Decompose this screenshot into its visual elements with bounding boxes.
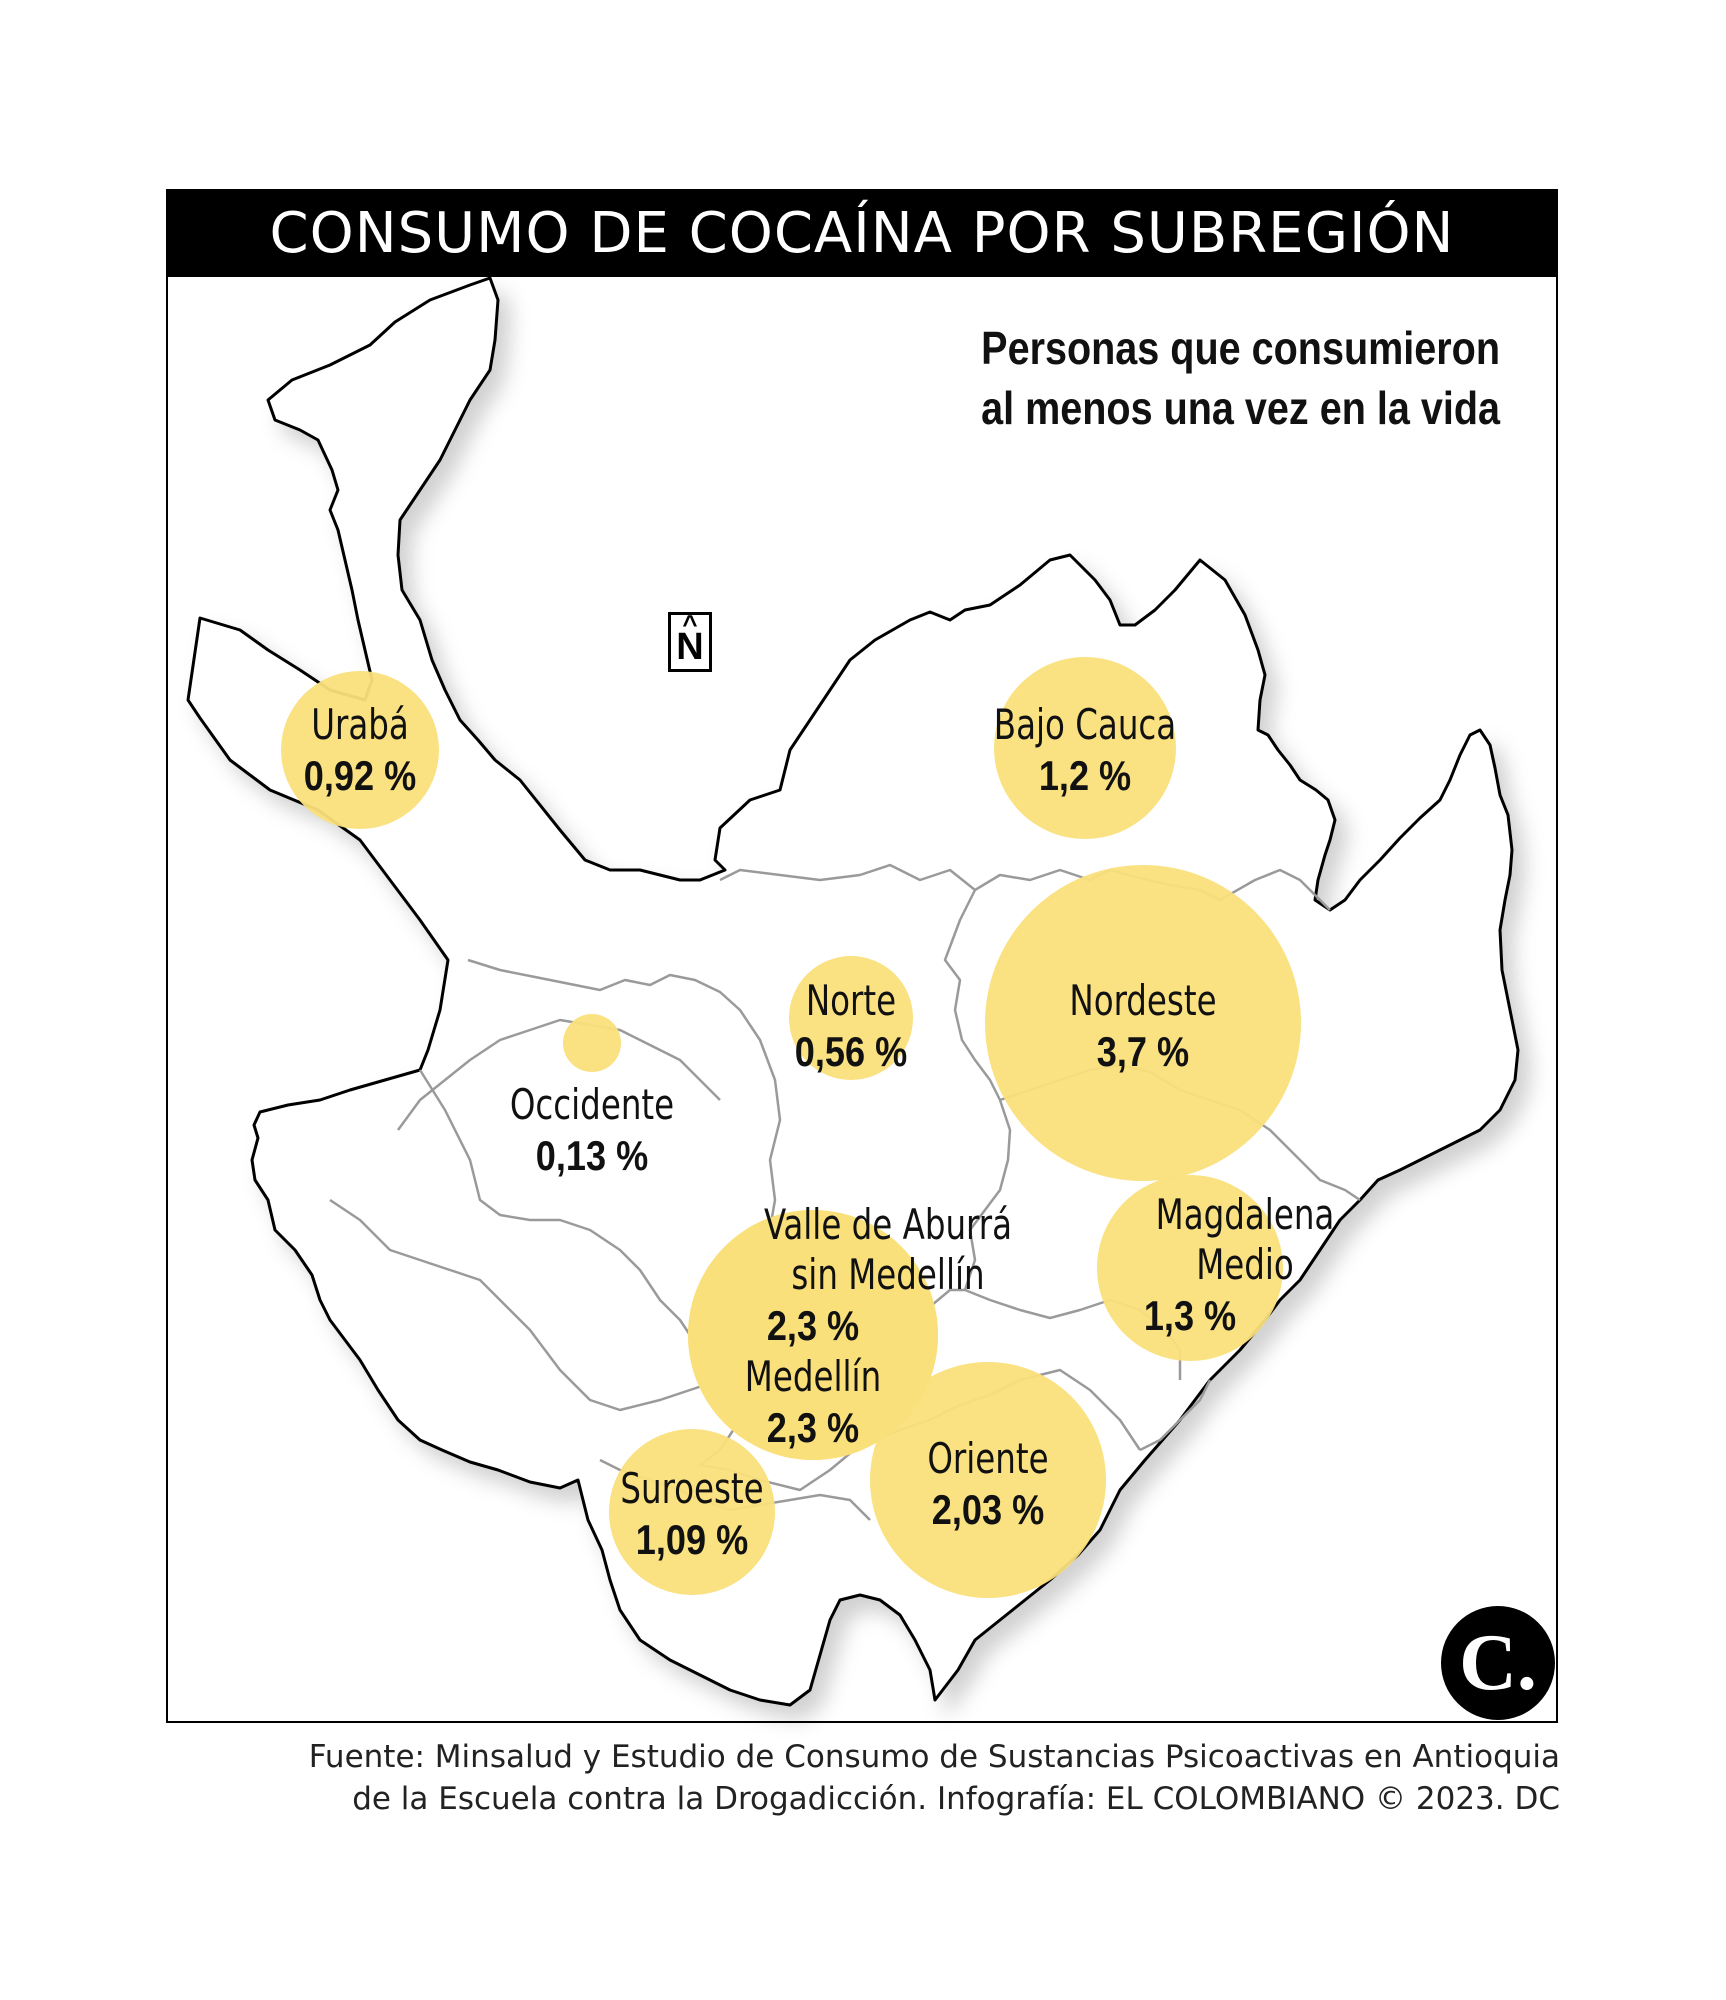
subregion-value: 2,3 % [766, 1302, 860, 1349]
subregion-value: 1,2 % [1038, 752, 1132, 799]
subregion-value: 0,13 % [535, 1132, 649, 1179]
bubble-occidente [563, 1014, 621, 1072]
subregion-value: 0,56 % [794, 1028, 908, 1075]
label-suroeste: Suroeste 1,09 % [609, 1464, 776, 1566]
subregion-value: 3,7 % [1096, 1028, 1190, 1075]
label-norte: Norte 0,56 % [786, 976, 917, 1078]
bubble-norte [789, 956, 913, 1080]
subregion-value: 1,3 % [1143, 1292, 1237, 1339]
bubble-bajo-cauca [994, 657, 1176, 839]
subregion-value: 1,09 % [635, 1516, 749, 1563]
label-magdalena-medio: Magdalena Medio 1,3 % [1135, 1190, 1335, 1342]
label-oriente: Oriente 2,03 % [917, 1434, 1058, 1536]
label-bajo-cauca: Bajo Cauca 1,2 % [979, 700, 1191, 802]
subtitle-line-1: Personas que consumieron [981, 322, 1500, 374]
label-nordeste: Nordeste 3,7 % [1057, 976, 1228, 1078]
subregion-name: Urabá [311, 700, 409, 749]
label-valle-de-aburra: Valle de Aburrá sin Medellín 2,3 % [738, 1200, 1012, 1352]
subtitle-line-2: al menos una vez en la vida [981, 382, 1500, 434]
subregion-name: Norte [805, 976, 897, 1025]
subregion-value: 0,92 % [303, 752, 417, 799]
bubble-suroeste [609, 1429, 775, 1595]
subregion-name: Bajo Cauca [993, 700, 1177, 749]
subtitle: Personas que consumieron al menos una ve… [898, 318, 1500, 438]
subregion-name: Magdalena Medio [1155, 1190, 1335, 1289]
subregion-name: Occidente [509, 1080, 675, 1129]
north-label: N [676, 626, 704, 668]
subregion-name: Oriente [927, 1434, 1049, 1483]
subregion-name: Nordeste [1069, 976, 1217, 1025]
bubble-magdalena-medio [1097, 1175, 1283, 1361]
subregion-name: Valle de Aburrá sin Medellín [763, 1200, 1013, 1299]
label-occidente: Occidente 0,13 % [496, 1080, 687, 1182]
page-title: CONSUMO DE COCAÍNA POR SUBREGIÓN [166, 189, 1558, 277]
el-colombiano-logo: C. [1441, 1606, 1555, 1720]
subregion-name: Medellín [744, 1352, 882, 1401]
north-arrow-icon: ^ N [668, 611, 712, 672]
bubbles [281, 657, 1301, 1598]
subregion-name: Suroeste [620, 1464, 764, 1513]
bubble-oriente [870, 1362, 1106, 1598]
label-uraba: Urabá 0,92 % [295, 700, 426, 802]
bubble-uraba [281, 671, 439, 829]
subregion-value: 2,03 % [931, 1486, 1045, 1533]
source-line-1: Fuente: Minsalud y Estudio de Consumo de… [308, 1739, 1560, 1775]
source-credit: Fuente: Minsalud y Estudio de Consumo de… [160, 1736, 1560, 1820]
label-medellin: Medellín 2,3 % [734, 1352, 893, 1454]
bubble-nordeste [985, 865, 1301, 1181]
bubble-medellin [688, 1210, 938, 1460]
source-line-2: de la Escuela contra la Drogadicción. In… [352, 1781, 1560, 1817]
subregion-value: 2,3 % [766, 1404, 860, 1451]
